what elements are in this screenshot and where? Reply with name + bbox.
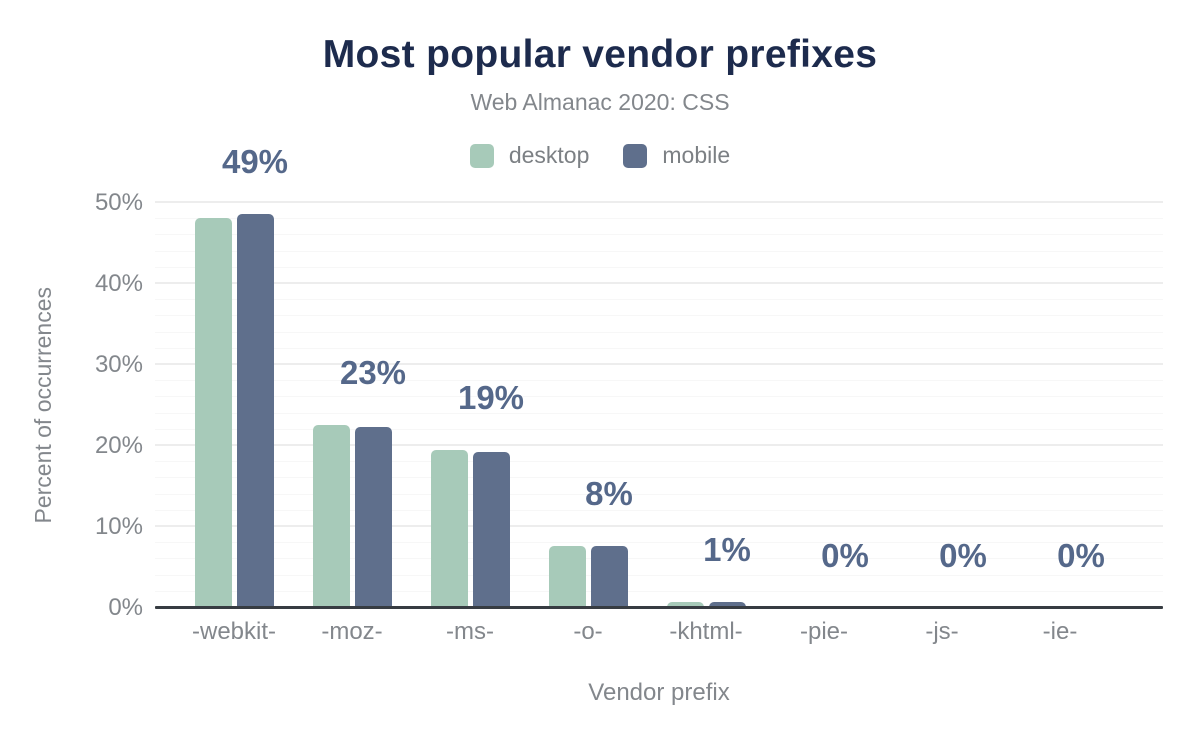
y-tick-label: 20% — [94, 432, 143, 459]
bar-mobile-o[interactable] — [590, 545, 628, 608]
gridline-minor — [155, 509, 1163, 511]
bar-value-label: 19% — [457, 379, 525, 417]
bar-group-moz: 23% — [293, 203, 411, 608]
bar-desktop-webkit[interactable] — [194, 218, 232, 608]
legend-item-mobile[interactable]: mobile — [623, 142, 730, 169]
chart-subtitle: Web Almanac 2020: CSS — [470, 89, 730, 115]
bar-mobile-khtml[interactable] — [708, 601, 746, 608]
x-tick-label: -moz- — [321, 618, 383, 645]
bar-desktop-ms[interactable] — [430, 450, 468, 608]
bar-group-ms: 19% — [411, 203, 529, 608]
gridline-major — [155, 201, 1163, 203]
gridline-major — [155, 525, 1163, 527]
x-tick-label: -khtml- — [669, 618, 743, 645]
bar-group-o: 8% — [529, 203, 647, 608]
bar-value-label: 0% — [821, 537, 869, 574]
y-tick-label: 30% — [94, 351, 143, 378]
gridline-major — [155, 363, 1163, 365]
gridline-minor — [155, 380, 1163, 382]
legend-label-desktop: desktop — [508, 142, 590, 168]
gridline-minor — [155, 266, 1163, 268]
bar-group-khtml: 1% — [647, 203, 765, 608]
bar-group-pie: 0% — [765, 203, 883, 608]
x-axis-title: Vendor prefix — [588, 679, 730, 706]
x-axis-ticks: -webkit- -moz- -ms- -o- -khtml- -pie- -js- -ie- — [155, 618, 1163, 648]
bar-mobile-moz[interactable] — [354, 427, 392, 608]
x-tick-label: -js- — [925, 618, 959, 645]
x-tick-label: -webkit- — [191, 618, 277, 645]
gridline-minor — [155, 574, 1163, 576]
legend-item-desktop[interactable]: desktop — [469, 142, 590, 169]
legend: desktop mobile — [0, 142, 1200, 169]
bar-value-label: 0% — [939, 537, 987, 574]
gridline-major — [155, 282, 1163, 284]
gridline-minor — [155, 331, 1163, 333]
gridline-minor — [155, 218, 1163, 220]
gridline-minor — [155, 315, 1163, 317]
x-tick-label: -ie- — [1042, 618, 1078, 645]
gridline-minor — [155, 234, 1163, 236]
x-tick-label: -pie- — [799, 618, 849, 645]
bar-group-js: 0% — [883, 203, 1001, 608]
mobile-swatch-icon — [623, 143, 648, 168]
plot-area: 49% 23% 19% 8% 1% 0% 0% 0% — [155, 145, 1163, 608]
gridline-minor — [155, 299, 1163, 301]
legend-label-mobile: mobile — [662, 142, 731, 168]
gridline-minor — [155, 428, 1163, 430]
bar-value-label: 49% — [221, 142, 289, 180]
bar-value-label: 1% — [703, 530, 751, 568]
gridline-major — [155, 444, 1163, 446]
x-axis-line — [155, 606, 1163, 609]
y-axis-ticks: 0% 10% 20% 30% 40% 50% — [0, 191, 155, 620]
bar-mobile-ms[interactable] — [472, 451, 510, 608]
bar-desktop-khtml[interactable] — [666, 601, 704, 608]
gridline-minor — [155, 477, 1163, 479]
bar-group-ie: 0% — [1001, 203, 1119, 608]
bar-value-label: 23% — [339, 353, 407, 391]
gridline-minor — [155, 542, 1163, 544]
gridline-minor — [155, 347, 1163, 349]
y-tick-label: 50% — [94, 189, 143, 216]
x-tick-label: -o- — [573, 618, 603, 645]
bar-group-webkit: 49% — [175, 145, 293, 608]
bar-desktop-moz[interactable] — [312, 424, 350, 608]
desktop-swatch-icon — [469, 143, 494, 168]
gridline-minor — [155, 396, 1163, 398]
gridline-minor — [155, 461, 1163, 463]
y-tick-label: 0% — [108, 594, 143, 621]
y-tick-label: 40% — [94, 270, 143, 297]
chart-title: Most popular vendor prefixes — [322, 33, 878, 76]
y-tick-label: 10% — [94, 513, 143, 540]
gridline-minor — [155, 412, 1163, 414]
bar-value-label: 0% — [1057, 537, 1105, 574]
bar-desktop-o[interactable] — [548, 545, 586, 608]
bar-value-label: 8% — [585, 474, 633, 512]
gridline-minor — [155, 250, 1163, 252]
bar-mobile-webkit[interactable] — [236, 213, 274, 608]
x-tick-label: -ms- — [446, 618, 494, 645]
gridline-minor — [155, 493, 1163, 495]
gridline-minor — [155, 590, 1163, 592]
gridline-minor — [155, 558, 1163, 560]
